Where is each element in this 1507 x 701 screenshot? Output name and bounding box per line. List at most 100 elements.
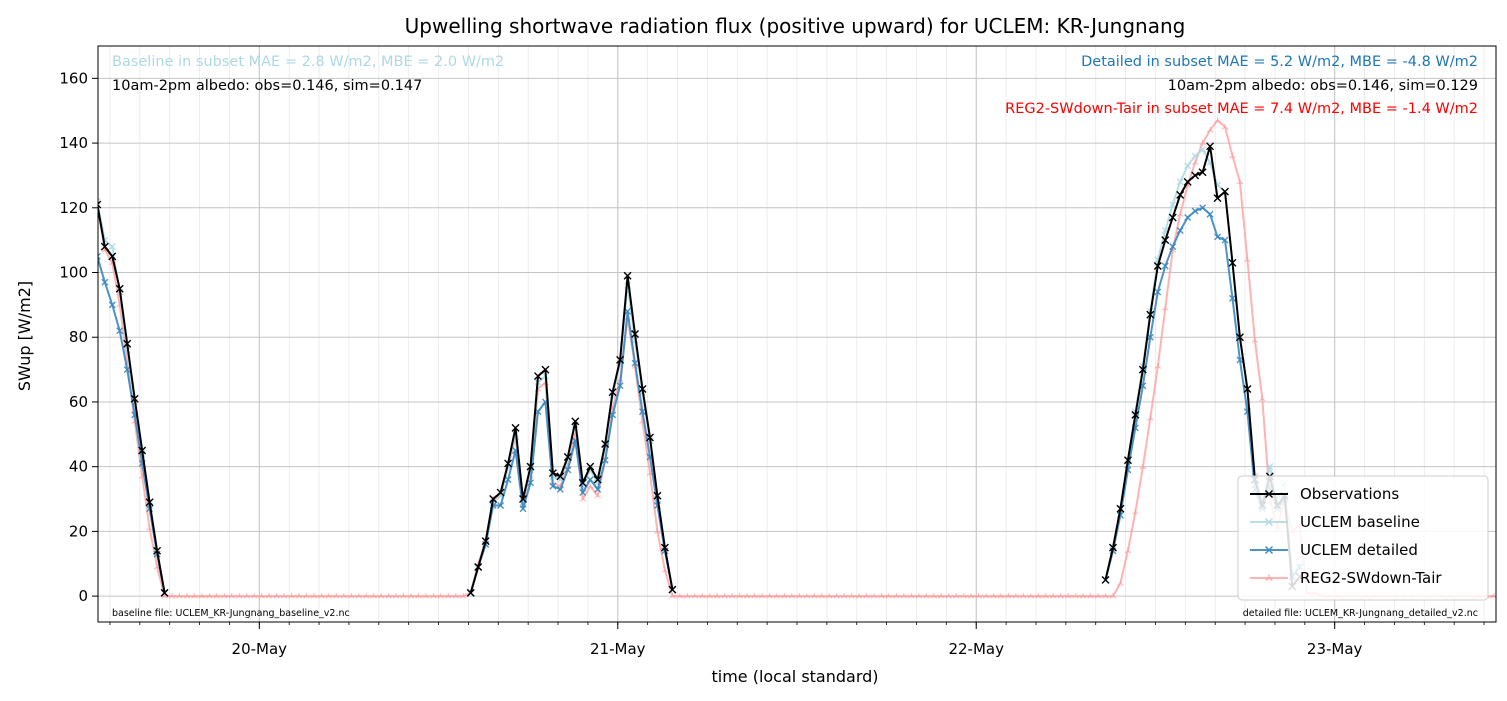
data-point <box>415 593 422 599</box>
x-axis: 20-May 21-May 22-May 23-May <box>109 622 1485 658</box>
data-point <box>101 278 109 286</box>
legend-label: UCLEM baseline <box>1300 513 1420 531</box>
data-point <box>1094 593 1102 599</box>
data-point <box>265 593 273 599</box>
data-point <box>654 528 661 534</box>
series-line <box>98 145 1301 594</box>
data-point <box>1235 333 1244 342</box>
data-point <box>325 593 333 599</box>
data-point <box>743 593 751 599</box>
data-point <box>1490 593 1496 599</box>
data-point <box>5 292 11 298</box>
data-point <box>1123 456 1132 465</box>
data-point <box>601 440 610 449</box>
data-point <box>145 498 154 507</box>
data-point <box>579 489 587 497</box>
data-point <box>1087 593 1094 599</box>
data-point <box>937 593 945 599</box>
data-point <box>504 476 512 484</box>
data-point <box>1154 288 1162 296</box>
data-point <box>50 137 56 143</box>
data-point <box>0 286 3 291</box>
data-point <box>1102 593 1109 599</box>
data-point <box>489 495 498 504</box>
data-point <box>72 114 78 119</box>
data-point <box>915 593 923 599</box>
data-point <box>1221 123 1229 130</box>
data-point <box>1169 201 1177 209</box>
data-point <box>1042 593 1050 599</box>
data-point <box>362 593 370 599</box>
data-point <box>100 242 109 251</box>
data-point <box>1214 117 1221 123</box>
data-point <box>645 433 654 442</box>
data-point <box>1101 575 1110 584</box>
data-point <box>1191 159 1199 166</box>
data-point <box>594 492 602 499</box>
data-point <box>519 495 528 504</box>
data-point <box>623 271 632 280</box>
data-point <box>900 593 908 599</box>
series-line <box>98 119 1496 598</box>
data-point <box>79 153 86 160</box>
data-point <box>12 198 18 203</box>
data-point <box>452 593 460 599</box>
data-point <box>893 593 900 599</box>
data-point <box>1139 463 1147 470</box>
data-point <box>751 593 758 599</box>
data-point <box>407 593 415 599</box>
data-point <box>1221 236 1229 244</box>
y-tick-label: 0 <box>78 587 88 605</box>
data-point <box>27 218 33 224</box>
data-point <box>340 593 348 599</box>
x-tick-label: 20-May <box>232 640 288 658</box>
data-point <box>1183 177 1192 186</box>
data-point <box>1153 262 1162 271</box>
data-point <box>87 227 93 233</box>
data-point <box>1079 593 1087 599</box>
data-point <box>818 593 826 599</box>
data-point <box>250 593 258 599</box>
data-point <box>445 593 452 599</box>
data-point <box>497 502 505 510</box>
data-point <box>1161 236 1170 245</box>
data-point <box>1131 410 1140 419</box>
detailed-file-note: detailed file: UCLEM_KR-Jungnang_detaile… <box>1243 608 1478 619</box>
data-point <box>377 593 385 599</box>
data-point <box>392 593 400 599</box>
data-point <box>108 243 116 251</box>
data-point <box>908 593 915 599</box>
data-point <box>1020 593 1027 599</box>
data-point <box>1146 310 1155 319</box>
data-point <box>1176 178 1184 186</box>
data-point <box>593 475 602 484</box>
data-point <box>952 593 960 599</box>
data-point <box>64 101 70 106</box>
legend-marker <box>1265 518 1273 526</box>
data-point <box>1138 365 1147 374</box>
data-point <box>639 408 646 416</box>
data-point <box>1117 580 1124 586</box>
data-point <box>400 593 407 599</box>
data-point <box>258 593 265 599</box>
data-point <box>12 250 19 257</box>
data-point <box>548 469 557 478</box>
data-point <box>1236 178 1244 185</box>
data-point <box>1191 152 1199 160</box>
data-point <box>1176 190 1185 199</box>
data-point <box>57 95 63 100</box>
data-point <box>1251 337 1259 344</box>
data-point <box>116 327 124 335</box>
data-point <box>1243 385 1252 394</box>
data-point <box>758 593 766 599</box>
x-axis-label: time (local standard) <box>711 667 878 686</box>
data-point <box>123 366 131 374</box>
data-point <box>556 472 565 481</box>
data-point <box>1176 226 1184 234</box>
data-point <box>571 417 580 426</box>
y-tick-label: 80 <box>69 328 88 346</box>
data-point <box>115 284 124 293</box>
data-point <box>691 593 699 599</box>
data-point <box>1049 593 1057 599</box>
